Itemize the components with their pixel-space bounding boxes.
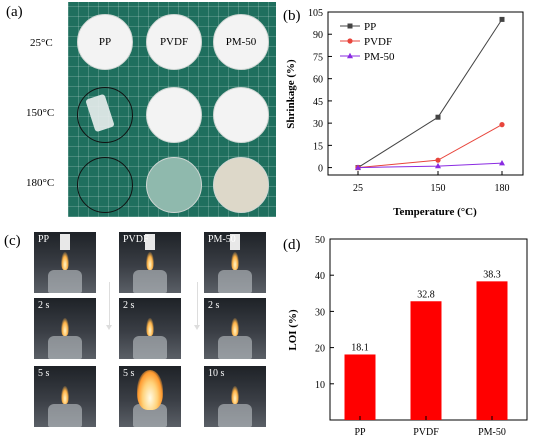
- panel-a-label: (a): [6, 4, 23, 20]
- x-tick-label: 180: [495, 183, 510, 194]
- temp-label-25: 25°C: [30, 37, 53, 49]
- bar-value-label: 38.3: [483, 269, 501, 280]
- y-axis-title: LOI (%): [287, 309, 299, 351]
- y-tick-label: 0: [318, 164, 323, 175]
- data-point: [499, 122, 505, 128]
- x-tick-label: 150: [431, 183, 446, 194]
- photo-time-label: 2 s: [208, 300, 220, 311]
- disc-pp-180: [77, 157, 133, 213]
- photo-label-pvdf: PVDF: [123, 234, 149, 245]
- photo-time-label: 5 s: [38, 368, 50, 379]
- photo-pm50-10s: 10 s: [204, 366, 266, 427]
- x-tick-label: 25: [353, 183, 363, 194]
- x-tick-label: PP: [354, 427, 366, 438]
- disc-label-pp: PP: [98, 36, 112, 48]
- y-tick-label: 60: [313, 75, 323, 86]
- disc-pvdf-150: [146, 87, 202, 143]
- y-tick-label: 40: [315, 271, 325, 282]
- bar: [410, 301, 442, 420]
- disc-pp-150: [77, 87, 133, 143]
- photo-label-pp: PP: [38, 234, 50, 245]
- photo-pvdf-2s: 2 s: [119, 298, 181, 359]
- data-point: [435, 157, 441, 163]
- x-tick-label: PM-50: [478, 427, 506, 438]
- photo-label-pm50: PM-50: [208, 234, 236, 245]
- legend-marker: [347, 23, 353, 29]
- y-tick-label: 30: [315, 307, 325, 318]
- photo-pp-5s: 5 s: [34, 366, 96, 427]
- bar: [476, 281, 508, 420]
- y-tick-label: 50: [315, 235, 325, 246]
- series-line: [357, 124, 503, 169]
- time-arrow: [194, 282, 200, 330]
- y-tick-label: 20: [315, 344, 325, 355]
- photo-pm50-0s: PM-50: [204, 232, 266, 293]
- disc-pm50-150: [213, 87, 269, 143]
- legend-marker: [347, 52, 353, 59]
- disc-pvdf-25: PVDF: [146, 14, 202, 70]
- bar-value-label: 32.8: [417, 289, 435, 300]
- y-tick-label: 75: [313, 52, 323, 63]
- time-arrow: [106, 282, 112, 330]
- bar: [344, 354, 376, 420]
- disc-label-pm50: PM-50: [225, 36, 257, 48]
- panel-c-label: (c): [4, 233, 21, 249]
- data-point: [435, 114, 441, 120]
- photo-pvdf-5s: 5 s: [119, 366, 181, 427]
- photo-time-label: 5 s: [123, 368, 135, 379]
- legend-marker: [347, 38, 353, 44]
- photo-time-label: 10 s: [208, 368, 225, 379]
- photo-pp-2s: 2 s: [34, 298, 96, 359]
- x-tick-label: PVDF: [413, 427, 439, 438]
- legend-label: PVDF: [364, 36, 392, 48]
- data-point: [435, 162, 441, 169]
- shrinkage-photo: PP PVDF PM-50: [68, 2, 276, 217]
- photo-pp-0s: PP: [34, 232, 96, 293]
- disc-pm50-180: [213, 157, 269, 213]
- x-axis-title: Temperature (°C): [393, 206, 477, 218]
- photo-pm50-2s: 2 s: [204, 298, 266, 359]
- y-tick-label: 105: [308, 8, 323, 19]
- panel-b-label: (b): [283, 8, 301, 24]
- disc-pp-25: PP: [77, 14, 133, 70]
- data-point: [499, 16, 505, 22]
- photo-time-label: 2 s: [123, 300, 135, 311]
- y-tick-label: 30: [313, 119, 323, 130]
- disc-label-pvdf: PVDF: [159, 36, 189, 48]
- y-tick-label: 15: [313, 141, 323, 152]
- y-tick-label: 10: [315, 380, 325, 391]
- temp-label-180: 180°C: [26, 177, 55, 189]
- bar-value-label: 18.1: [351, 342, 369, 353]
- photo-time-label: 2 s: [38, 300, 50, 311]
- disc-pm50-25: PM-50: [213, 14, 269, 70]
- legend-label: PP: [364, 21, 376, 33]
- panel-d-label: (d): [283, 237, 301, 253]
- disc-pvdf-180: [146, 157, 202, 213]
- y-tick-label: 45: [313, 97, 323, 108]
- legend-label: PM-50: [364, 51, 395, 63]
- temp-label-150: 150°C: [26, 107, 55, 119]
- photo-pvdf-0s: PVDF: [119, 232, 181, 293]
- data-point: [499, 159, 505, 166]
- y-tick-label: 90: [313, 30, 323, 41]
- data-point: [355, 164, 361, 170]
- shrinkage-chart: (b) 0 15 30 45 60 75 90 105 25 150 180 PP PVDF PM-5…: [283, 8, 524, 218]
- plot-frame: [327, 11, 524, 176]
- y-axis-title: Shrinkage (%): [285, 59, 297, 129]
